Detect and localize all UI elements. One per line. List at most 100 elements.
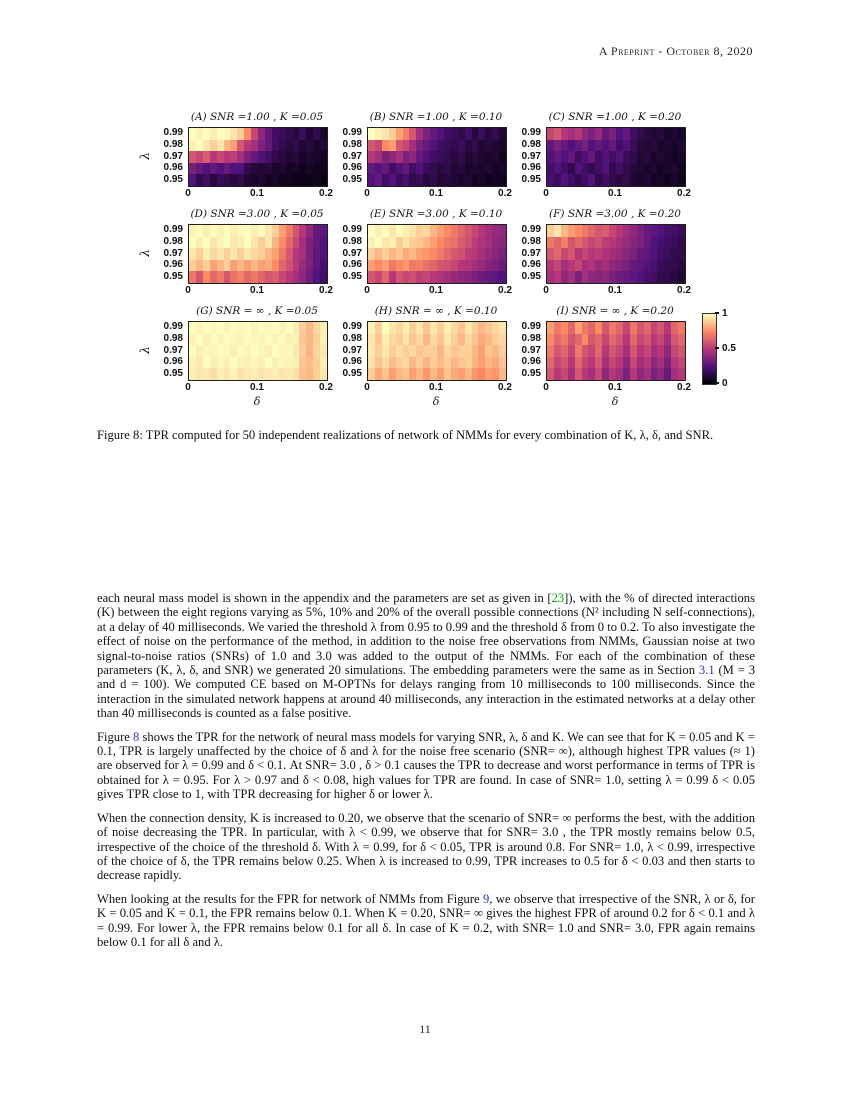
citation-link[interactable]: 23 [551,591,565,605]
text-run: Figure [97,729,134,744]
y-tick-label: 0.96 [342,259,362,271]
paragraph-1: each neural mass model is shown in the a… [97,591,755,721]
y-tick-label: 0.95 [342,270,362,282]
y-tick-label: 0.95 [163,270,183,282]
page-number: 11 [419,1022,431,1036]
reference-link[interactable]: 3.1 [698,663,715,678]
x-axis-label: δ [432,395,440,408]
text-run: (M = 3 and d = 100). We computed CE base… [97,663,755,721]
subplot-E: (E) SNR =3.00 , K =0.10 0.99 0.98 0.97 0.96 0… [322,208,512,312]
text-run: When the connection density, K is increa… [97,810,755,883]
y-tick-label: 0.99 [342,127,362,139]
y-tick-label: 0.96 [163,259,183,271]
y-tick-label: 0.96 [521,259,541,271]
x-tick-label: 0.2 [677,285,691,296]
colorbar-tick [715,347,719,349]
heatmap-A [188,127,328,187]
x-tick-label: 0 [185,285,191,296]
x-tick-label: 0.2 [319,382,333,393]
text-run: ]), with the % of directed interactions … [97,591,755,678]
y-tick-label: 0.96 [342,356,362,368]
y-tick-label: 0.96 [521,356,541,368]
subplot-H: (H) SNR = ∞ , K =0.10 0.99 0.98 0.97 0.96 0.9… [322,305,512,409]
x-tick-label: 0.1 [429,188,443,199]
x-tick-label: 0.1 [608,285,622,296]
y-tick-label: 0.97 [163,344,183,356]
subplot-title: (B) SNR =1.00 , K =0.10 [369,111,503,123]
y-tick-label: 0.95 [163,173,183,185]
y-tick-label: 0.96 [163,162,183,174]
subplot-C: (C) SNR =1.00 , K =0.20 0.99 0.98 0.97 0.96 0… [501,111,691,215]
subplot-title: (I) SNR = ∞ , K =0.20 [556,305,674,317]
x-tick-label: 0 [185,188,191,199]
colorbar-tick [715,382,719,384]
y-tick-label: 0.99 [521,321,541,333]
subplot-G: (G) SNR = ∞ , K =0.05 0.99 0.98 0.97 0.96 0.9… [138,305,333,409]
x-tick-label: 0 [185,382,191,393]
y-tick-label: 0.95 [521,173,541,185]
x-tick-label: 0 [364,285,370,296]
y-tick-label: 0.99 [521,127,541,139]
x-axis-label: δ [611,395,619,408]
reference-link[interactable]: 9 [482,891,490,906]
y-tick-label: 0.98 [521,138,541,150]
x-tick-label: 0.2 [319,285,333,296]
x-tick-label: 0.1 [608,188,622,199]
subplot-I: (I) SNR = ∞ , K =0.20 0.99 0.98 0.97 0.96 0.9… [501,305,691,409]
subplot-F: (F) SNR =3.00 , K =0.20 0.99 0.98 0.97 0.96 0… [501,208,691,312]
x-tick-label: 0 [543,285,549,296]
subplot-title: (D) SNR =3.00 , K =0.05 [190,208,324,220]
y-tick-label: 0.96 [163,356,183,368]
y-tick-label: 0.99 [163,321,183,333]
heatmap-E [367,224,507,284]
y-tick-label: 0.95 [342,367,362,379]
subplot-title: (H) SNR = ∞ , K =0.10 [374,305,498,317]
colorbar-tick-label: 0 [722,377,728,389]
text-run: , we observe that irrespective of the SN… [97,891,755,949]
subplot-B: (B) SNR =1.00 , K =0.10 0.99 0.98 0.97 0.96 0… [322,111,512,215]
heatmap-D [188,224,328,284]
y-tick-label: 0.98 [521,235,541,247]
heatmap-H [367,321,507,381]
y-tick-label: 0.99 [521,224,541,236]
y-tick-label: 0.95 [342,173,362,185]
y-tick-label: 0.98 [342,235,362,247]
y-tick-label: 0.95 [521,367,541,379]
colorbar-tick [715,312,719,314]
heatmap-F [546,224,686,284]
subplot-D: (D) SNR =3.00 , K =0.05 0.99 0.98 0.97 0.96 0… [138,208,333,312]
x-tick-label: 0.1 [250,188,264,199]
y-tick-label: 0.97 [521,247,541,259]
y-tick-label: 0.97 [163,150,183,162]
x-tick-label: 0.1 [429,382,443,393]
y-tick-label: 0.97 [521,150,541,162]
paragraph-2: Figure 8 shows the TPR for the network o… [97,730,755,802]
x-tick-label: 0 [543,188,549,199]
y-tick-label: 0.96 [521,162,541,174]
y-tick-label: 0.99 [342,321,362,333]
x-tick-label: 0.1 [250,285,264,296]
reference-link[interactable]: 8 [133,729,140,744]
x-tick-label: 0 [543,382,549,393]
y-tick-label: 0.97 [342,247,362,259]
x-tick-label: 0.2 [677,188,691,199]
y-tick-label: 0.98 [342,138,362,150]
y-tick-label: 0.98 [521,332,541,344]
subplot-title: (G) SNR = ∞ , K =0.05 [196,305,318,317]
subplot-title: (F) SNR =3.00 , K =0.20 [549,208,681,220]
y-tick-label: 0.99 [163,127,183,139]
subplot-title: (E) SNR =3.00 , K =0.10 [369,208,503,220]
y-tick-label: 0.98 [342,332,362,344]
y-tick-label: 0.95 [163,367,183,379]
x-tick-label: 0.2 [498,188,512,199]
x-tick-label: 0.2 [319,188,333,199]
y-axis-label: λ [137,152,152,160]
y-tick-label: 0.98 [163,332,183,344]
heatmap-I [546,321,686,381]
figure-caption: Figure 8: TPR computed for 50 independen… [97,428,714,442]
paragraph-3: When the connection density, K is increa… [97,811,755,883]
y-tick-label: 0.96 [342,162,362,174]
y-axis-label: λ [137,346,152,354]
heatmap-G [188,321,328,381]
figure-8: (A) SNR =1.00 , K =0.05 0.99 0.98 0.97 0.96 0… [0,0,850,470]
